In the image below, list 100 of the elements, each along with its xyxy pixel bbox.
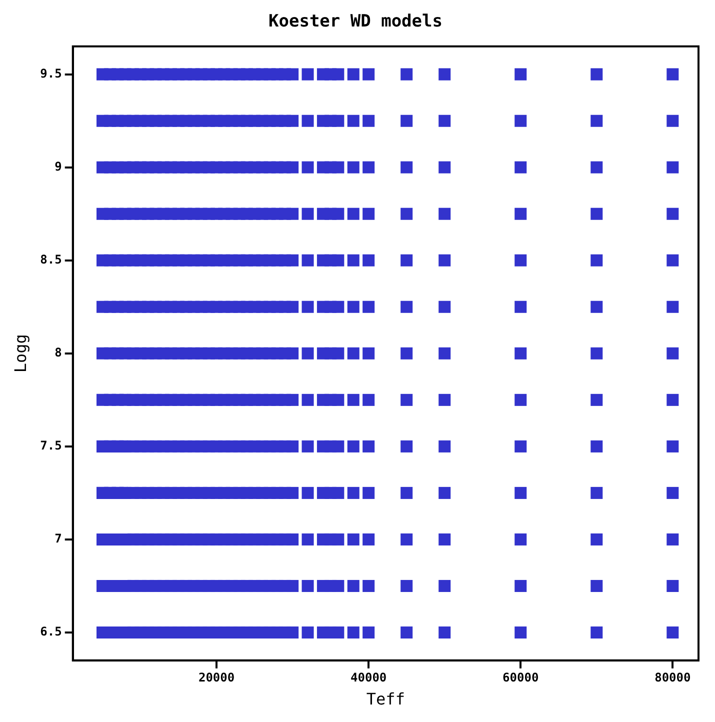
point: [347, 580, 360, 592]
point: [332, 208, 344, 220]
point: [286, 68, 299, 80]
point: [590, 394, 603, 406]
point: [286, 486, 299, 499]
point: [514, 254, 527, 266]
point: [347, 486, 360, 499]
point: [666, 161, 679, 174]
point: [302, 114, 314, 127]
point: [347, 394, 360, 406]
point: [286, 300, 299, 313]
point: [400, 208, 413, 220]
point: [400, 533, 413, 546]
point: [362, 533, 375, 546]
point: [400, 254, 413, 266]
point: [332, 114, 344, 127]
point: [302, 394, 314, 406]
point: [666, 486, 679, 499]
point: [347, 300, 360, 313]
chart-title: Koester WD models: [268, 12, 442, 32]
point: [347, 208, 360, 220]
point: [438, 114, 451, 127]
point: [400, 300, 413, 313]
point: [332, 394, 344, 406]
y-tick-label: 8: [54, 346, 62, 360]
point: [332, 626, 344, 638]
point: [438, 254, 451, 266]
point: [590, 300, 603, 313]
y-tick-label: 9: [54, 159, 62, 174]
point: [302, 300, 314, 313]
point: [286, 254, 299, 266]
point: [347, 68, 360, 80]
point: [302, 254, 314, 266]
point: [666, 626, 679, 638]
point: [590, 486, 603, 499]
y-tick-label: 8.5: [40, 252, 62, 266]
point: [438, 394, 451, 406]
point: [332, 440, 344, 452]
x-tick-label: 20000: [198, 670, 235, 685]
point: [590, 254, 603, 266]
point: [400, 580, 413, 592]
point: [302, 440, 314, 452]
point: [438, 440, 451, 452]
point: [590, 68, 603, 80]
point: [666, 440, 679, 452]
point: [590, 626, 603, 638]
point: [286, 533, 299, 546]
point: [590, 114, 603, 127]
point: [400, 394, 413, 406]
point: [590, 533, 603, 546]
point: [347, 533, 360, 546]
point: [286, 161, 299, 174]
point: [666, 347, 679, 360]
y-tick-label: 7: [54, 532, 62, 546]
point: [332, 347, 344, 360]
point: [302, 533, 314, 546]
point: [666, 114, 679, 127]
point: [362, 347, 375, 360]
point: [302, 626, 314, 638]
point: [362, 68, 375, 80]
point: [514, 626, 527, 638]
point: [400, 626, 413, 638]
point: [332, 486, 344, 499]
point: [362, 626, 375, 638]
point: [286, 440, 299, 452]
point: [438, 208, 451, 220]
point: [302, 68, 314, 80]
point: [400, 486, 413, 499]
point: [400, 161, 413, 174]
point: [302, 486, 314, 499]
point: [666, 208, 679, 220]
point: [514, 580, 527, 592]
point: [590, 161, 603, 174]
point: [302, 347, 314, 360]
point: [590, 208, 603, 220]
point: [438, 347, 451, 360]
point: [332, 533, 344, 546]
point: [347, 161, 360, 174]
x-tick-label: 60000: [502, 670, 539, 685]
point: [362, 114, 375, 127]
point: [347, 347, 360, 360]
point: [362, 254, 375, 266]
point: [666, 533, 679, 546]
y-tick-label: 6.5: [40, 624, 62, 639]
point: [362, 486, 375, 499]
point: [286, 114, 299, 127]
point: [362, 440, 375, 452]
point: [590, 580, 603, 592]
point: [362, 208, 375, 220]
point: [514, 300, 527, 313]
point: [400, 68, 413, 80]
y-axis-title: Logg: [10, 334, 30, 373]
point: [438, 533, 451, 546]
point: [302, 208, 314, 220]
point: [347, 254, 360, 266]
point: [438, 580, 451, 592]
point: [514, 68, 527, 80]
point: [514, 347, 527, 360]
x-tick-label: 80000: [654, 670, 691, 685]
point: [590, 347, 603, 360]
